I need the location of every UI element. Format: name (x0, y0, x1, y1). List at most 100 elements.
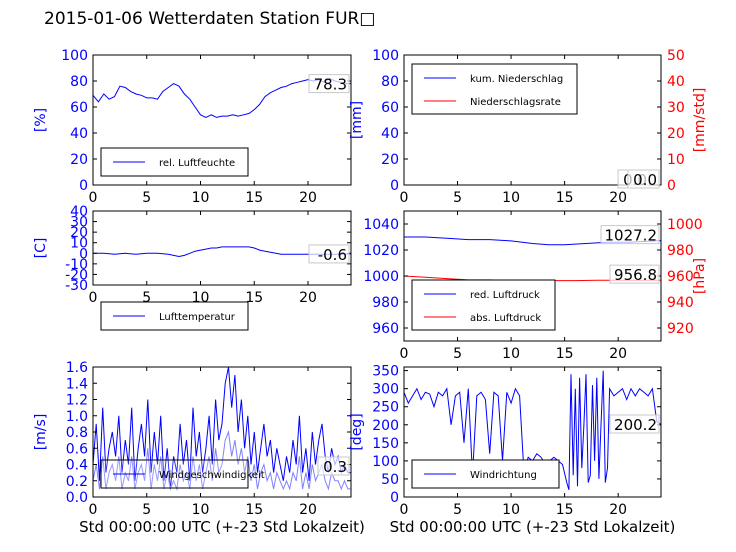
humidity-xtick-label: 5 (142, 190, 151, 206)
temperature-ytick-label: -30 (65, 278, 88, 294)
winddirection-ytick-label: 100 (372, 454, 399, 470)
pressure-xtick-label: 10 (502, 346, 520, 362)
humidity-end-value-box (308, 74, 350, 94)
windspeed-ytick-label: 0.8 (66, 425, 88, 441)
temperature-end-value-box (308, 244, 350, 264)
temperature-ytick-label: 0 (79, 246, 88, 262)
temperature-axes-frame (92, 210, 352, 286)
humidity-ytick-label: 20 (70, 152, 88, 168)
windspeed-ytick-label: 0.4 (66, 458, 88, 474)
precipitation-ytick-label: 60 (381, 100, 399, 116)
windspeed-xtick-label: 15 (245, 502, 263, 518)
precipitation-ylabel: [mm] (349, 101, 365, 139)
winddirection-xtick-label: 0 (400, 502, 409, 518)
pressure-ytick2-label: 1000 (667, 217, 703, 233)
winddirection-ytick-label: 350 (372, 364, 399, 380)
windspeed-panel: 0 5 10 15 20 0.00.20.40.60.81.01.21.41.6 [m/s]… (33, 360, 365, 536)
winddirection-end-value: 200.2 (614, 416, 657, 434)
precipitation-ytick2-label: 0 (667, 178, 676, 194)
windspeed-ytick-label: 0.0 (66, 490, 88, 506)
pressure-xtick-label: 0 (400, 346, 409, 362)
windspeed-ytick-label: 1.0 (66, 409, 88, 425)
temperature-ytick-label: 40 (70, 204, 88, 220)
windspeed-ytick-label: 1.6 (66, 360, 88, 376)
windspeed-series-1-line (93, 430, 351, 491)
precipitation-ytick2-label: 20 (667, 126, 685, 142)
temperature-series-0-line (93, 246, 351, 258)
windspeed-xtick-label: 20 (299, 502, 317, 518)
precipitation-axes-frame (403, 54, 662, 186)
figure-title: 2015-01-06 Wetterdaten Station FUR□ (44, 9, 376, 29)
pressure-ytick2-label: 960 (667, 269, 694, 285)
windspeed-ytick-label: 1.4 (66, 376, 88, 392)
pressure-xtick-label: 15 (556, 346, 574, 362)
humidity-xtick-label: 15 (245, 190, 263, 206)
winddirection-ytick-label: 50 (381, 472, 399, 488)
temperature-ytick-label: 20 (70, 225, 88, 241)
temperature-ytick-label: -10 (65, 257, 88, 273)
winddirection-axes-frame (403, 366, 662, 498)
pressure-ytick-label: 1020 (363, 243, 399, 259)
precipitation-xtick-label: 0 (400, 190, 409, 206)
precipitation-xtick-label: 5 (453, 190, 462, 206)
precipitation-panel: 0 5 10 15 20 0 20 40 60 80 100 0 10 20 30 40 50 [mm] [mm/s… (349, 48, 708, 206)
winddirection-end-value-box (609, 414, 660, 434)
winddirection-ytick-label: 200 (372, 418, 399, 434)
temperature-end-value: -0.6 (318, 246, 347, 264)
windspeed-series-0-line (93, 367, 351, 489)
precipitation-ytick2-label: 10 (667, 152, 685, 168)
pressure-xtick-label: 20 (609, 346, 627, 362)
pressure-ytick2-label: 940 (667, 295, 694, 311)
windspeed-ytick-label: 0.2 (66, 474, 88, 490)
precipitation-end-value-box (627, 169, 660, 189)
windspeed-end-value-box (317, 456, 350, 476)
windspeed-xtick-label: 0 (89, 502, 98, 518)
pressure-legend-box (411, 279, 556, 331)
winddirection-ylabel: [deg] (349, 413, 365, 450)
precipitation-ylabel2: [mm/std] (692, 88, 708, 153)
winddirection-xtick-label: 20 (609, 502, 627, 518)
pressure-xtick-label: 5 (453, 346, 462, 362)
pressure-ytick-label: 980 (372, 295, 399, 311)
humidity-panel: 0 5 10 15 20 0 20 40 60 80 100 [%] rel. Luftfeuchte 7… (33, 48, 352, 206)
precipitation-xtick-label: 20 (609, 190, 627, 206)
humidity-ylabel: [%] (33, 108, 49, 132)
pressure-end-value-box (609, 264, 660, 284)
windspeed-xtick-label: 10 (192, 502, 210, 518)
temperature-xtick-label: 15 (245, 290, 263, 306)
temperature-ytick-label: 10 (70, 236, 88, 252)
pressure-legend-label: red. Luftdruck (470, 290, 540, 301)
precipitation-ytick-label: 80 (381, 74, 399, 90)
pressure-end-value-box (600, 225, 660, 245)
precipitation-ytick-label: 100 (372, 48, 399, 64)
humidity-xtick-label: 20 (299, 190, 317, 206)
precipitation-legend-label: kum. Niederschlag (470, 74, 563, 85)
humidity-series-0-line (93, 77, 351, 118)
winddirection-series-0-line (404, 370, 661, 490)
precipitation-ytick2-label: 40 (667, 74, 685, 90)
pressure-end-value: 1027.2 (605, 227, 658, 245)
winddirection-legend-label: Windrichtung (470, 470, 537, 481)
precipitation-ytick2-label: 50 (667, 48, 685, 64)
temperature-ytick-label: -20 (65, 267, 88, 283)
precipitation-ytick-label: 40 (381, 126, 399, 142)
humidity-xtick-label: 10 (192, 190, 210, 206)
windspeed-ytick-label: 0.6 (66, 441, 88, 457)
pressure-panel: 0 5 10 15 20 960 980 1000 1020 1040 920 940 960 980 10… (363, 210, 708, 362)
windspeed-ytick-label: 1.2 (66, 393, 88, 409)
temperature-ylabel: [C] (33, 238, 49, 259)
winddirection-xlabel: Std 00:00:00 UTC (+-23 Std Lokalzeit) (390, 518, 676, 536)
winddirection-ytick-label: 150 (372, 436, 399, 452)
temperature-xtick-label: 5 (142, 290, 151, 306)
winddirection-xtick-label: 15 (556, 502, 574, 518)
winddirection-xtick-label: 5 (453, 502, 462, 518)
humidity-ytick-label: 100 (61, 48, 88, 64)
winddirection-xtick-label: 10 (502, 502, 520, 518)
pressure-ytick-label: 1000 (363, 269, 399, 285)
precipitation-xtick-label: 10 (502, 190, 520, 206)
temperature-panel: 0 5 10 15 20-30-20-10010203040[C]Lufttempera… (33, 204, 352, 331)
temperature-ytick-label: 30 (70, 215, 88, 231)
windspeed-xtick-label: 5 (142, 502, 151, 518)
pressure-end-value: 956.8 (614, 266, 657, 284)
windspeed-ylabel: [m/s] (33, 414, 49, 451)
